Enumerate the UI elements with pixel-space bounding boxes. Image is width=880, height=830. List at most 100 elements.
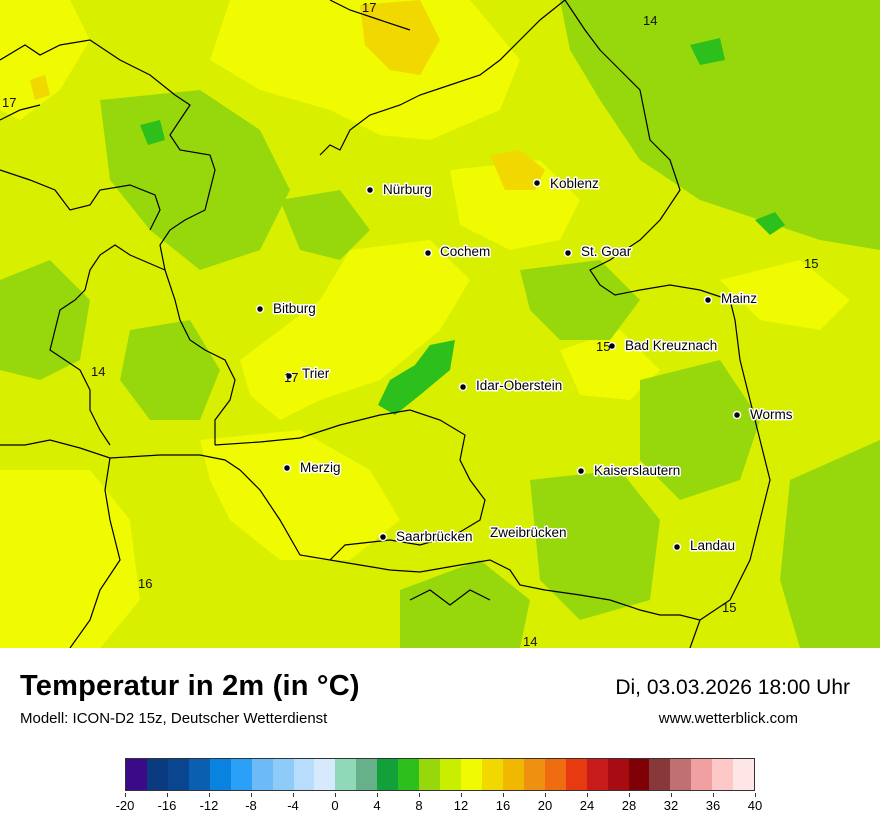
tick-label: 32 [663,798,679,813]
city-label: Mainz [721,291,757,306]
color-scale-segment [419,759,441,790]
color-scale-segment [628,759,650,790]
color-scale-segment [670,759,692,790]
city-label: Bitburg [273,301,316,316]
city-saarbrucken: Saarbrücken [378,528,474,546]
tick-label: -16 [157,798,177,813]
tick-mark [503,793,504,797]
color-scale-segment [146,759,168,790]
color-scale-segment [314,759,336,790]
color-scale-segment [377,759,399,790]
city-merzig: Merzig [282,459,342,477]
isotherm-label: 15 [804,256,818,271]
tick-mark [167,793,168,797]
city-label: St. Goar [581,244,632,259]
color-scale-segment [586,759,608,790]
color-scale-segment [272,759,294,790]
map-title: Temperatur in 2m (in °C) [20,670,360,702]
color-scale-segment [607,759,629,790]
tick-label: 12 [453,798,469,813]
isotherm-label: 14 [523,634,537,648]
tick-mark [419,793,420,797]
isotherm-label: 14 [643,13,657,28]
temperature-map: Nürburg Koblenz Cochem St. Goar Mainz Bi… [0,0,880,648]
city-nurburg: Nürburg [365,181,433,199]
city-label: Worms [750,407,793,422]
color-scale-segment [209,759,231,790]
city-label: Zweibrücken [490,525,567,540]
city-markers: Nürburg Koblenz Cochem St. Goar Mainz Bi… [255,175,794,555]
city-trier: Trier [284,365,331,383]
isotherm-label: 15 [722,600,736,615]
tick-label: 0 [331,798,339,813]
color-scale-segment [544,759,566,790]
zone-10-12 [140,38,785,415]
city-label: Merzig [300,460,341,475]
color-scale-segment [356,759,378,790]
city-st-goar: St. Goar [563,243,633,261]
color-scale-segment [649,759,671,790]
color-scale-segment [502,759,524,790]
tick-label: 36 [705,798,721,813]
city-cochem: Cochem [423,243,492,261]
tick-label: 40 [747,798,763,813]
tick-mark [377,793,378,797]
color-scale-segment [565,759,587,790]
tick-label: 20 [537,798,553,813]
color-scale-segment [335,759,357,790]
tick-mark [545,793,546,797]
city-label: Landau [690,538,735,553]
legend-panel: Temperatur in 2m (in °C) Modell: ICON-D2… [0,648,880,830]
color-scale-segment [440,759,461,790]
color-scale-segment [733,759,755,790]
color-scale-bar [125,758,755,791]
city-zweibrucken: Zweibrücken [489,524,569,542]
tick-label: -8 [245,798,257,813]
tick-mark [671,793,672,797]
city-label: Koblenz [550,176,599,191]
tick-label: 8 [415,798,423,813]
tick-label: 4 [373,798,381,813]
isotherm-label: 17 [284,370,298,385]
city-label: Saarbrücken [396,529,473,544]
tick-mark [629,793,630,797]
model-subtitle: Modell: ICON-D2 15z, Deutscher Wetterdie… [20,710,328,727]
tick-mark [335,793,336,797]
isotherm-label: 17 [362,0,376,15]
color-scale-segment [230,759,252,790]
tick-label: -4 [287,798,299,813]
city-label: Cochem [440,244,490,259]
city-worms: Worms [732,406,794,424]
forecast-datetime: Di, 03.03.2026 18:00 Uhr [615,676,850,699]
color-scale-segment [461,759,482,790]
tick-label: 28 [621,798,637,813]
city-bad-kreuznach: Bad Kreuznach [607,337,719,355]
tick-mark [209,793,210,797]
color-scale-segment [712,759,734,790]
color-scale-segment [691,759,713,790]
tick-mark [251,793,252,797]
color-scale-segment [293,759,315,790]
city-kaiserslautern: Kaiserslautern [576,462,682,480]
city-mainz: Mainz [703,290,759,308]
tick-label: 24 [579,798,595,813]
color-scale-segment [126,759,147,790]
isotherm-label: 14 [91,364,105,379]
tick-mark [755,793,756,797]
city-label: Kaiserslautern [594,463,680,478]
city-label: Nürburg [383,182,432,197]
color-scale-segment [398,759,420,790]
color-scale-ticks: -20 -16 -12 -8 -4 0 4 8 12 16 20 24 28 32 36 40 [116,793,762,823]
tick-label: -12 [199,798,219,813]
tick-mark [293,793,294,797]
color-scale-segment [523,759,545,790]
tick-mark [461,793,462,797]
website-link[interactable]: www.wetterblick.com [658,710,798,727]
isotherm-label: 15 [596,339,610,354]
zone-16-17 [0,0,850,648]
borders [0,0,771,648]
color-scale-segment [251,759,273,790]
isotherm-label: 17 [2,95,16,110]
city-idar-oberstein: Idar-Oberstein [458,377,564,395]
city-bitburg: Bitburg [255,300,317,318]
